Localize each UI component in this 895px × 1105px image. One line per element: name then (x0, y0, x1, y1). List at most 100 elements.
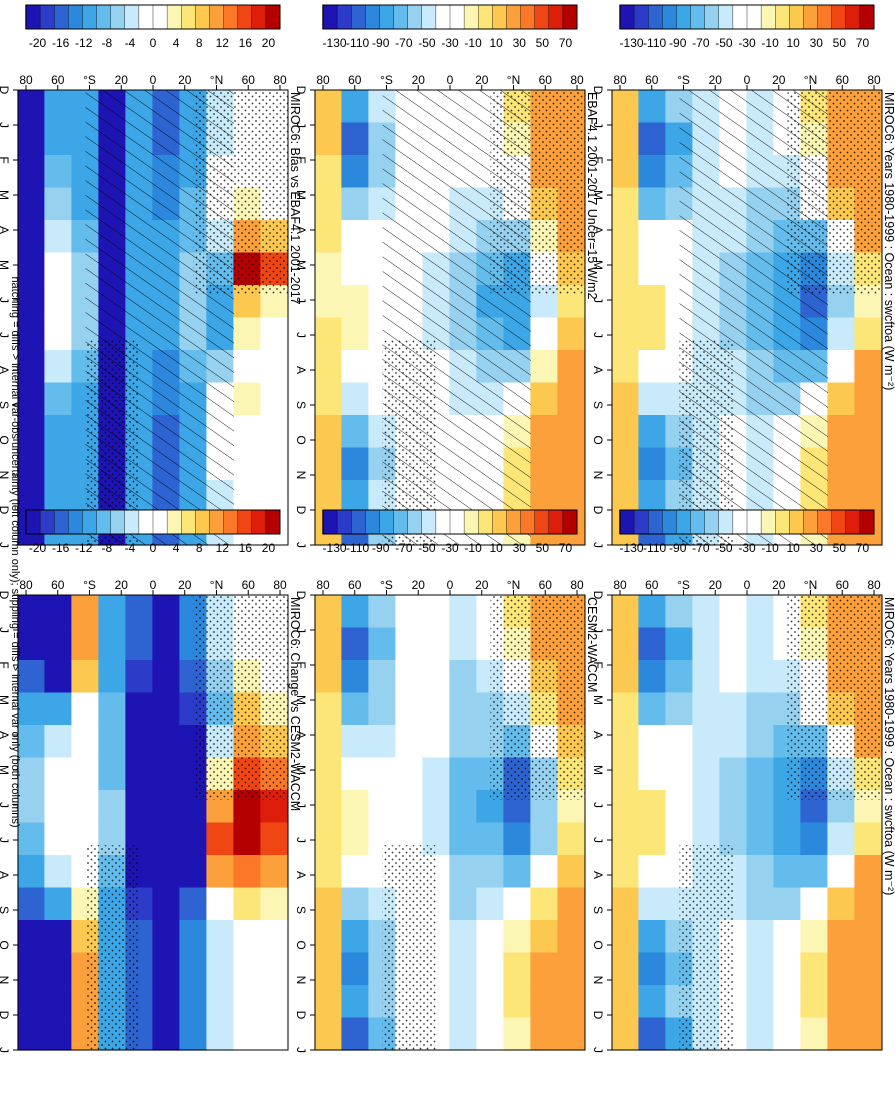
heatmap-cell (449, 1017, 477, 1051)
heatmap-cell (773, 985, 801, 1019)
heatmap-cell (611, 855, 639, 889)
heatmap-cell (233, 920, 261, 954)
colorbar-label: 70 (559, 541, 573, 555)
heatmap-cell (341, 822, 369, 856)
colorbar-segment (138, 509, 154, 535)
heatmap-cell (611, 595, 639, 629)
heatmap-cell (638, 887, 666, 921)
heatmap-cell (773, 952, 801, 986)
y-tick-label: 80 (273, 73, 287, 87)
colorbar-label: 12 (216, 36, 230, 50)
heatmap-cell (449, 757, 477, 791)
x-tick-label: M (294, 190, 308, 200)
heatmap-cell (44, 447, 72, 481)
x-tick-label: M (0, 765, 11, 775)
heatmap-cell (17, 595, 45, 629)
hatching-overlay (679, 90, 828, 545)
heatmap-cell (638, 285, 666, 319)
heatmap-cell (44, 952, 72, 986)
heatmap-cell (395, 725, 423, 759)
heatmap-cell (719, 595, 747, 629)
heatmap-cell (422, 692, 450, 726)
heatmap-cell (395, 790, 423, 824)
panel-title: MIROC6: Bias vs EBAF4.1 2001-2017 (288, 92, 302, 305)
heatmap-cell (44, 757, 72, 791)
heatmap-cell (179, 952, 207, 986)
heatmap-cell (341, 627, 369, 661)
heatmap-cell (125, 595, 153, 629)
heatmap-cell (44, 822, 72, 856)
x-tick-label: D (0, 86, 11, 95)
heatmap-cell (692, 627, 720, 661)
x-tick-label: J (294, 802, 308, 808)
heatmap-cell (314, 1017, 342, 1051)
heatmap-cell (800, 920, 828, 954)
heatmap-cell (530, 382, 558, 416)
x-tick-label: J (591, 332, 605, 338)
heatmap-cell (152, 822, 180, 856)
x-tick-label: S (0, 906, 11, 914)
heatmap-cell (314, 822, 342, 856)
colorbar-segment (689, 509, 705, 535)
heatmap-cell (530, 350, 558, 384)
heatmap-cell (179, 1017, 207, 1051)
heatmap-cell (719, 757, 747, 791)
heatmap-cell (44, 252, 72, 286)
heatmap-cell (341, 447, 369, 481)
colorbar-segment (760, 4, 776, 30)
heatmap-cell (44, 122, 72, 156)
heatmap-cell (638, 317, 666, 351)
heatmap-cell (314, 122, 342, 156)
heatmap-cell (368, 757, 396, 791)
heatmap-cell (314, 855, 342, 889)
heatmap-cell (557, 952, 585, 986)
x-tick-label: D (294, 591, 308, 600)
heatmap-cell (557, 480, 585, 514)
heatmap-cell (827, 952, 855, 986)
heatmap-cell (71, 757, 99, 791)
colorbar-segment (251, 509, 267, 535)
heatmap-cell (503, 985, 531, 1019)
heatmap-cell (746, 725, 774, 759)
heatmap-cell (557, 985, 585, 1019)
heatmap-cell (530, 822, 558, 856)
heatmap-cell (746, 1017, 774, 1051)
heatmap-cell (152, 595, 180, 629)
colorbar-segment (746, 509, 762, 535)
colorbar-label: -4 (125, 541, 136, 555)
x-tick-label: M (294, 765, 308, 775)
x-tick-label: A (0, 871, 11, 879)
x-tick-label: J (294, 122, 308, 128)
heatmap-cell (17, 855, 45, 889)
heatmap-cell (17, 952, 45, 986)
heatmap-cell (233, 480, 261, 514)
heatmap-cell (260, 1017, 288, 1051)
colorbar-segment (180, 509, 196, 535)
heatmap-cell (98, 595, 126, 629)
colorbar-segment (322, 4, 338, 30)
x-tick-label: M (591, 765, 605, 775)
colorbar-label: -130 (620, 541, 644, 555)
heatmap-cell (827, 887, 855, 921)
x-tick-label: F (591, 156, 605, 163)
heatmap-cell (206, 822, 234, 856)
x-tick-label: A (0, 226, 11, 234)
heatmap-cell (44, 920, 72, 954)
heatmap-cell (44, 855, 72, 889)
colorbar-label: 12 (216, 541, 230, 555)
colorbar-segment (463, 509, 479, 535)
heatmap-cell (71, 725, 99, 759)
heatmap-cell (827, 317, 855, 351)
heatmap-cell (503, 920, 531, 954)
heatmap-cell (638, 220, 666, 254)
panel-title: MIROC6: Change vs CESM2-WACCM (288, 597, 302, 811)
y-tick-label: 80 (867, 73, 881, 87)
y-tick-label: 80 (316, 578, 330, 592)
heatmap-cell (638, 952, 666, 986)
heatmap-cell (665, 627, 693, 661)
colorbar-label: -50 (418, 36, 436, 50)
heatmap-cell (854, 985, 882, 1019)
